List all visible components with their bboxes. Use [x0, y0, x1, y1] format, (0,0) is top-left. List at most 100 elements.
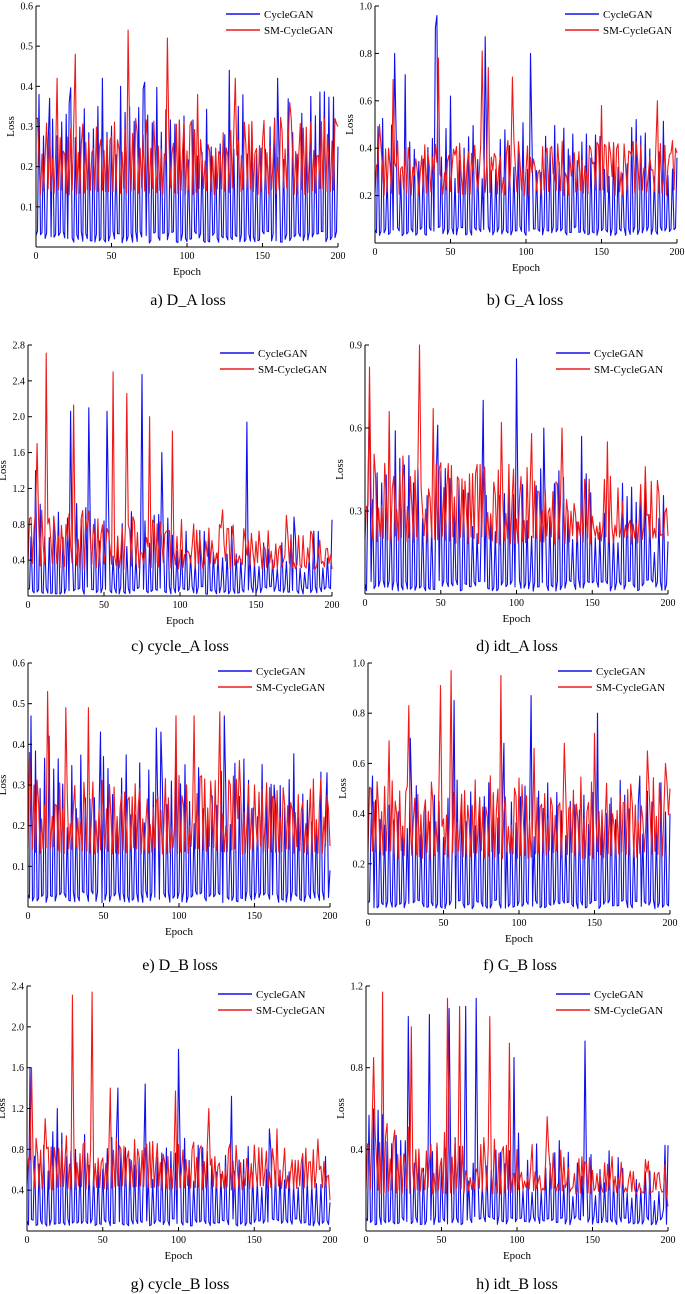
y-tick-label: 0.4 [360, 144, 373, 155]
series-line-sm-cyclegan [374, 50, 678, 197]
legend-label-cyclegan: CycleGAN [594, 989, 644, 1001]
chart-panel-3: 0.4 0.8 1.2 1.6 2.0 2.4 2.8 0 50 100 150 200 Epoch Lo… [0, 341, 340, 656]
y-tick-label: 2.4 [13, 376, 26, 387]
x-tick-label: 150 [585, 598, 600, 609]
x-axis-label: Epoch [502, 613, 531, 625]
legend-label-cyclegan: CycleGAN [596, 666, 646, 678]
x-tick-label: 0 [364, 1235, 369, 1246]
x-tick-label: 50 [446, 247, 456, 258]
legend-label-sm-cyclegan: SM-CycleGAN [256, 682, 325, 694]
legend-label-sm-cyclegan: SM-CycleGAN [603, 25, 672, 37]
series-line-cyclegan [26, 1048, 331, 1227]
y-tick-label: 0.3 [13, 781, 26, 792]
chart-caption: b) G_A loss [487, 292, 563, 309]
y-tick-label: 1.6 [12, 1063, 25, 1074]
series-line-sm-cyclegan [365, 991, 669, 1207]
x-tick-label: 50 [99, 600, 109, 611]
series-line-sm-cyclegan [26, 991, 331, 1201]
x-axis-label: Epoch [503, 1250, 532, 1262]
y-tick-label: 0.2 [21, 162, 34, 173]
x-tick-label: 200 [323, 911, 338, 922]
y-tick-label: 1.2 [351, 982, 364, 993]
chart-panel-5: 0.1 0.2 0.3 0.4 0.5 0.6 0 50 100 150 200 Epoch Loss C… [0, 659, 338, 975]
chart-panel-7: 0.4 0.8 1.2 1.6 2.0 2.4 0 50 100 150 200 Epoch Loss C… [0, 982, 338, 1294]
y-axis-label: Loss [337, 778, 349, 799]
y-axis-label: Loss [5, 116, 17, 137]
chart-caption: g) cycle_B loss [131, 1276, 230, 1293]
x-tick-label: 100 [512, 918, 527, 929]
x-tick-label: 150 [255, 251, 270, 262]
x-axis-label: Epoch [505, 933, 534, 945]
chart-panel-6: 0.2 0.4 0.6 0.8 1.0 0 50 100 150 200 Epoch Loss Cycl… [337, 659, 678, 975]
y-tick-label: 0.4 [351, 1145, 364, 1156]
x-tick-label: 150 [249, 600, 264, 611]
x-tick-label: 150 [247, 911, 262, 922]
y-tick-label: 0.1 [21, 202, 34, 213]
y-tick-label: 0.4 [21, 82, 34, 93]
chart-panel-2: 0.2 0.4 0.6 0.8 1.0 0 50 100 150 200 Epoch Loss Cycl… [344, 2, 685, 310]
x-tick-label: 200 [331, 251, 346, 262]
y-tick-label: 0.6 [21, 2, 34, 13]
y-tick-label: 0.6 [13, 659, 26, 670]
y-tick-label: 0.5 [13, 699, 26, 710]
y-axis-label: Loss [334, 459, 346, 480]
series-line-sm-cyclegan [364, 344, 669, 545]
y-axis-label: Loss [0, 1098, 8, 1119]
series-line-sm-cyclegan [27, 352, 333, 570]
legend-label-sm-cyclegan: SM-CycleGAN [596, 682, 665, 694]
series-line-cyclegan [364, 358, 669, 592]
chart-caption: c) cycle_A loss [131, 638, 229, 655]
x-tick-label: 150 [247, 1235, 262, 1246]
series-line-cyclegan [374, 14, 678, 237]
chart-caption: a) D_A loss [150, 292, 226, 309]
x-tick-label: 50 [99, 911, 109, 922]
series-line-sm-cyclegan [27, 690, 331, 855]
x-axis-label: Epoch [166, 615, 195, 627]
y-axis-label: Loss [0, 775, 9, 796]
y-tick-label: 2.0 [13, 412, 26, 423]
x-tick-label: 200 [661, 598, 676, 609]
y-tick-label: 2.8 [13, 341, 26, 352]
y-tick-label: 1.2 [12, 1104, 25, 1115]
x-axis-label: Epoch [165, 926, 194, 938]
y-tick-label: 0.1 [13, 862, 26, 873]
series-line-sm-cyclegan [35, 29, 339, 196]
legend-label-sm-cyclegan: SM-CycleGAN [594, 364, 663, 376]
x-tick-label: 50 [437, 1235, 447, 1246]
x-tick-label: 100 [171, 1235, 186, 1246]
chart-panel-8: 0.4 0.8 1.2 0 50 100 150 200 Epoch Loss CycleGAN SM… [335, 982, 676, 1294]
y-tick-label: 0.6 [350, 424, 363, 435]
legend-label-cyclegan: CycleGAN [264, 9, 314, 21]
x-tick-label: 200 [661, 1235, 676, 1246]
y-tick-label: 0.2 [360, 191, 373, 202]
x-tick-label: 200 [663, 918, 678, 929]
y-tick-label: 0.6 [353, 759, 366, 770]
y-tick-label: 0.8 [12, 1145, 25, 1156]
x-tick-label: 0 [366, 918, 371, 929]
x-tick-label: 100 [173, 600, 188, 611]
y-axis-label: Loss [0, 460, 9, 481]
x-tick-label: 100 [519, 247, 534, 258]
series-line-sm-cyclegan [367, 669, 671, 860]
chart-caption: f) G_B loss [483, 957, 557, 974]
legend-label-cyclegan: CycleGAN [594, 348, 644, 360]
legend-label-sm-cyclegan: SM-CycleGAN [594, 1005, 663, 1017]
y-tick-label: 1.6 [13, 448, 26, 459]
x-tick-label: 200 [670, 247, 685, 258]
y-tick-label: 0.8 [351, 1063, 364, 1074]
x-tick-label: 100 [510, 1235, 525, 1246]
x-tick-label: 100 [172, 911, 187, 922]
legend-label-cyclegan: CycleGAN [256, 666, 306, 678]
x-axis-label: Epoch [173, 266, 202, 278]
y-tick-label: 0.8 [13, 520, 26, 531]
x-axis-label: Epoch [164, 1250, 193, 1262]
x-tick-label: 0 [26, 911, 31, 922]
chart-panel-4: 0.3 0.6 0.9 0 50 100 150 200 Epoch Loss CycleGAN SM… [334, 341, 676, 656]
x-tick-label: 150 [594, 247, 609, 258]
y-tick-label: 0.6 [360, 96, 373, 107]
y-tick-label: 0.4 [13, 556, 26, 567]
x-tick-label: 0 [373, 247, 378, 258]
y-tick-label: 1.0 [353, 659, 366, 670]
y-tick-label: 0.8 [360, 49, 373, 60]
y-tick-label: 0.5 [21, 42, 34, 53]
